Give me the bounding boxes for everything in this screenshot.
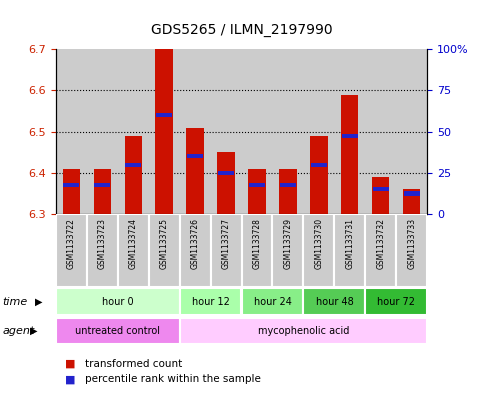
Bar — [94, 169, 111, 214]
Bar — [272, 214, 303, 287]
Bar — [186, 128, 203, 214]
Bar — [149, 214, 180, 287]
Bar — [56, 49, 86, 214]
Bar — [211, 214, 242, 287]
Text: GSM1133723: GSM1133723 — [98, 218, 107, 269]
Text: ■: ■ — [65, 358, 76, 369]
Bar — [86, 214, 117, 287]
Bar — [248, 169, 266, 214]
Bar — [125, 136, 142, 214]
Bar — [404, 191, 420, 196]
Bar — [280, 169, 297, 214]
Text: ▶: ▶ — [35, 297, 43, 307]
Bar — [126, 163, 141, 167]
Bar — [94, 183, 110, 187]
Text: GSM1133733: GSM1133733 — [408, 218, 416, 269]
Bar — [117, 49, 149, 214]
Text: hour 48: hour 48 — [315, 297, 354, 307]
Bar — [242, 288, 303, 315]
Bar — [149, 49, 180, 214]
Text: GSM1133724: GSM1133724 — [128, 218, 138, 269]
Text: hour 24: hour 24 — [254, 297, 291, 307]
Text: GSM1133732: GSM1133732 — [376, 218, 385, 269]
Text: ▶: ▶ — [30, 326, 38, 336]
Bar — [187, 154, 203, 158]
Bar — [86, 49, 117, 214]
Bar — [156, 113, 171, 117]
Text: ■: ■ — [65, 374, 76, 384]
Bar — [117, 214, 149, 287]
Bar — [280, 183, 296, 187]
Text: GSM1133731: GSM1133731 — [345, 218, 355, 269]
Text: percentile rank within the sample: percentile rank within the sample — [85, 374, 260, 384]
Bar — [366, 49, 397, 214]
Text: transformed count: transformed count — [85, 358, 182, 369]
Bar — [372, 177, 389, 214]
Bar — [156, 49, 172, 214]
Bar — [180, 318, 427, 344]
Bar — [397, 214, 427, 287]
Text: hour 0: hour 0 — [102, 297, 133, 307]
Text: time: time — [2, 297, 28, 307]
Text: GSM1133722: GSM1133722 — [67, 218, 75, 269]
Bar — [334, 214, 366, 287]
Bar — [342, 134, 357, 138]
Bar — [217, 152, 235, 214]
Text: untreated control: untreated control — [75, 326, 160, 336]
Bar — [56, 214, 86, 287]
Bar — [272, 49, 303, 214]
Text: GSM1133728: GSM1133728 — [253, 218, 261, 269]
Bar — [242, 49, 272, 214]
Bar — [63, 183, 79, 187]
Bar — [373, 187, 389, 191]
Bar — [366, 288, 427, 315]
Bar — [403, 189, 421, 214]
Bar — [211, 49, 242, 214]
Text: GSM1133730: GSM1133730 — [314, 218, 324, 269]
Bar — [311, 136, 327, 214]
Bar — [303, 288, 366, 315]
Bar — [218, 171, 234, 175]
Bar — [56, 318, 180, 344]
Text: hour 72: hour 72 — [377, 297, 415, 307]
Text: GSM1133725: GSM1133725 — [159, 218, 169, 269]
Bar — [312, 163, 327, 167]
Bar — [180, 49, 211, 214]
Bar — [56, 288, 180, 315]
Bar — [397, 49, 427, 214]
Bar — [341, 95, 358, 214]
Bar — [334, 49, 366, 214]
Bar — [366, 214, 397, 287]
Bar — [242, 214, 272, 287]
Text: agent: agent — [2, 326, 35, 336]
Text: GDS5265 / ILMN_2197990: GDS5265 / ILMN_2197990 — [151, 23, 332, 37]
Bar — [62, 169, 80, 214]
Bar — [180, 214, 211, 287]
Bar — [180, 288, 242, 315]
Text: GSM1133727: GSM1133727 — [222, 218, 230, 269]
Text: GSM1133729: GSM1133729 — [284, 218, 293, 269]
Text: GSM1133726: GSM1133726 — [190, 218, 199, 269]
Text: mycophenolic acid: mycophenolic acid — [258, 326, 349, 336]
Bar — [249, 183, 265, 187]
Text: hour 12: hour 12 — [192, 297, 229, 307]
Bar — [303, 214, 334, 287]
Bar — [303, 49, 334, 214]
